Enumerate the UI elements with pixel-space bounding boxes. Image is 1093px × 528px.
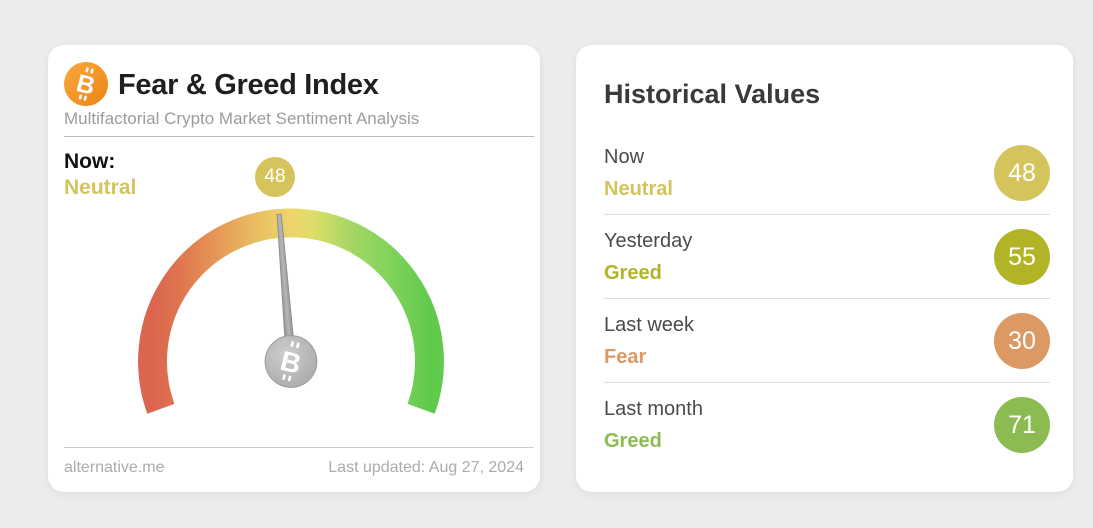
- now-label: Now:: [64, 150, 116, 173]
- card-subtitle: Multifactorial Crypto Market Sentiment A…: [64, 109, 420, 128]
- last-updated-text: Last updated: Aug 27, 2024: [328, 459, 524, 476]
- row-sentiment-label: Neutral: [604, 178, 673, 200]
- row-period-label: Last month: [604, 398, 703, 420]
- gauge-hub-bitcoin-icon: B: [264, 335, 318, 388]
- row-period-label: Now: [604, 146, 645, 168]
- footer-divider: [64, 447, 534, 448]
- row-sentiment-label: Greed: [604, 430, 662, 452]
- historical-row-now: Now Neutral 48: [604, 131, 1050, 215]
- historical-row-yesterday: Yesterday Greed 55: [604, 215, 1050, 299]
- historical-row-last-month: Last month Greed 71: [604, 383, 1050, 467]
- historical-values-card: Historical Values Now Neutral 48 Yesterd…: [576, 45, 1073, 492]
- row-sentiment-label: Fear: [604, 346, 647, 368]
- row-value-badge: 71: [994, 397, 1050, 453]
- row-period-label: Last week: [604, 314, 695, 336]
- historical-row-last-week: Last week Fear 30: [604, 299, 1050, 383]
- row-value-badge: 30: [994, 313, 1050, 369]
- current-value-badge: 48: [255, 157, 295, 197]
- sentiment-gauge: B: [138, 208, 444, 414]
- alternative-me-link[interactable]: alternative.me: [64, 459, 165, 476]
- fear-greed-card: B Fear & Greed Index Multifactorial Cryp…: [48, 45, 540, 492]
- row-period-label: Yesterday: [604, 230, 693, 252]
- row-value-badge: 55: [994, 229, 1050, 285]
- card-footer: alternative.me Last updated: Aug 27, 202…: [64, 457, 524, 479]
- card-title: Fear & Greed Index: [118, 69, 379, 101]
- header-divider: [64, 136, 534, 137]
- historical-rows: Now Neutral 48 Yesterday Greed 55 Last w…: [604, 131, 1050, 467]
- row-value-badge: 48: [994, 145, 1050, 201]
- bitcoin-icon: B: [64, 62, 108, 106]
- now-sentiment: Neutral: [64, 176, 137, 199]
- historical-title: Historical Values: [604, 79, 821, 109]
- row-sentiment-label: Greed: [604, 262, 662, 284]
- gauge-arc: [138, 208, 444, 414]
